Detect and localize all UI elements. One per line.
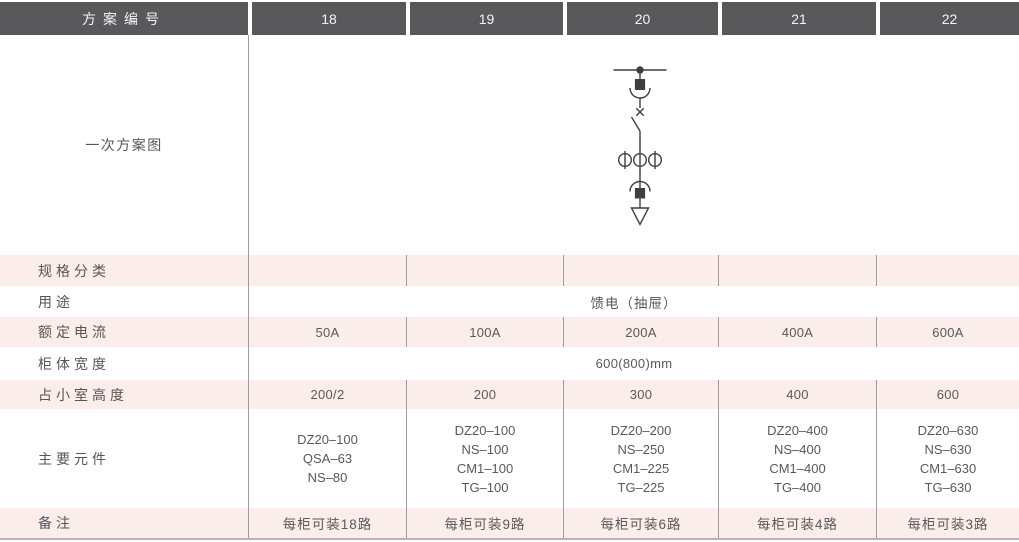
- drawout-arc-upper: [629, 87, 651, 99]
- rated-current-cell-19: 100A: [406, 317, 563, 347]
- main-components-cell-21: DZ20–400 NS–400 CM1–400 TG–400: [718, 409, 876, 508]
- compartment-height-cell-20: 300: [563, 380, 718, 409]
- compartment-height-cell-18: 200/2: [248, 380, 406, 409]
- row-spec-category: 规格分类: [0, 255, 1019, 286]
- row-main-components: 主要元件 DZ20–100 QSA–63 NS–80 DZ20–100 NS–1…: [0, 409, 1019, 508]
- row-label-cabinet-width: 柜体宽度: [38, 355, 110, 372]
- spec-cell-21: [718, 255, 876, 286]
- row-label-main-components: 主要元件: [38, 450, 110, 467]
- row-label-remarks: 备注: [38, 515, 74, 531]
- spec-cell-20: [563, 255, 718, 286]
- main-components-cell-18: DZ20–100 QSA–63 NS–80: [248, 409, 406, 508]
- current-transformer-right: [648, 152, 663, 167]
- row-usage: 用途 馈电（抽屉）: [0, 286, 1019, 317]
- spec-cell-19: [406, 255, 563, 286]
- outgoing-feeder-arrow: [630, 207, 650, 227]
- main-components-cell-20: DZ20–200 NS–250 CM1–225 TG–225: [563, 409, 718, 508]
- current-transformer-left: [617, 152, 633, 167]
- header-col-19: 19: [406, 2, 563, 35]
- remarks-cell-22: 每柜可装3路: [876, 508, 1019, 538]
- current-transformer-middle: [633, 152, 648, 167]
- rated-current-cell-22: 600A: [876, 317, 1019, 347]
- row-rated-current: 额定电流 50A 100A 200A 400A 600A: [0, 317, 1019, 347]
- diagram-row: 一次方案图: [0, 35, 1019, 255]
- header-col-22: 22: [876, 2, 1019, 35]
- cabinet-width-merged-cell: 600(800)mm: [248, 347, 1019, 380]
- spec-cell-18: [248, 255, 406, 286]
- isolating-blade: [630, 116, 641, 132]
- row-label-primary-scheme: 一次方案图: [85, 137, 163, 153]
- feeder-one-line-diagram-icon: [613, 66, 667, 227]
- header-col-18: 18: [248, 2, 406, 35]
- main-components-cell-22: DZ20–630 NS–630 CM1–630 TG–630: [876, 409, 1019, 508]
- compartment-height-cell-22: 600: [876, 380, 1019, 409]
- rated-current-cell-21: 400A: [718, 317, 876, 347]
- row-compartment-height: 占小室高度 200/2 200 300 400 600: [0, 380, 1019, 409]
- header-label-cell: 方案编号: [0, 2, 248, 35]
- remarks-cell-18: 每柜可装18路: [248, 508, 406, 538]
- drawout-contact-upper: [634, 79, 646, 90]
- drawout-contact-lower: [634, 188, 646, 199]
- usage-merged-cell: 馈电（抽屉）: [248, 286, 1019, 317]
- row-label-usage: 用途: [38, 293, 74, 310]
- header-col-20: 20: [563, 2, 718, 35]
- remarks-cell-21: 每柜可装4路: [718, 508, 876, 538]
- row-remarks: 备注 每柜可装18路 每柜可装9路 每柜可装6路 每柜可装4路 每柜可装3路: [0, 508, 1019, 538]
- remarks-cell-20: 每柜可装6路: [563, 508, 718, 538]
- drawout-arc-lower: [629, 180, 651, 192]
- row-label-spec-category: 规格分类: [38, 262, 110, 279]
- row-cabinet-width: 柜体宽度 600(800)mm: [0, 347, 1019, 380]
- remarks-cell-19: 每柜可装9路: [406, 508, 563, 538]
- one-line-diagram-cell: [248, 35, 1019, 255]
- rated-current-cell-20: 200A: [563, 317, 718, 347]
- table-header-row: 方案编号 18 19 20 21 22: [0, 2, 1019, 35]
- compartment-height-cell-21: 400: [718, 380, 876, 409]
- compartment-height-cell-19: 200: [406, 380, 563, 409]
- main-components-cell-19: DZ20–100 NS–100 CM1–100 TG–100: [406, 409, 563, 508]
- header-col-21: 21: [718, 2, 876, 35]
- spec-cell-22: [876, 255, 1019, 286]
- row-label-rated-current: 额定电流: [38, 324, 110, 340]
- row-label-compartment-height: 占小室高度: [38, 386, 128, 403]
- rated-current-cell-18: 50A: [248, 317, 406, 347]
